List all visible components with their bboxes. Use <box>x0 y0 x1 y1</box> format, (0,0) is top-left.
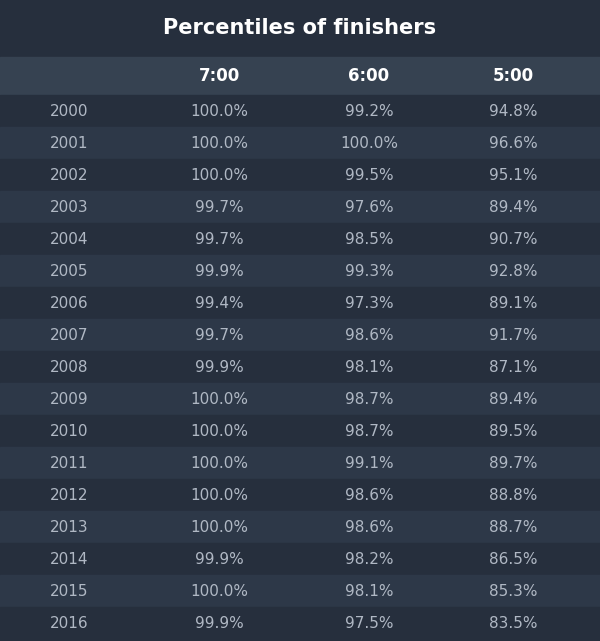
Text: 98.2%: 98.2% <box>345 551 393 567</box>
Text: 89.1%: 89.1% <box>489 296 537 310</box>
Bar <box>0 607 600 639</box>
Bar <box>0 159 600 191</box>
Text: 87.1%: 87.1% <box>489 360 537 374</box>
Text: 98.1%: 98.1% <box>345 360 393 374</box>
Text: 98.5%: 98.5% <box>345 231 393 247</box>
Text: 98.1%: 98.1% <box>345 583 393 599</box>
Text: 100.0%: 100.0% <box>190 103 248 119</box>
Text: 2010: 2010 <box>50 424 88 438</box>
Text: 99.5%: 99.5% <box>344 167 394 183</box>
Text: 2002: 2002 <box>50 167 88 183</box>
Text: 95.1%: 95.1% <box>489 167 537 183</box>
Text: 6:00: 6:00 <box>349 67 389 85</box>
Text: 2014: 2014 <box>50 551 88 567</box>
Bar <box>0 255 600 287</box>
Text: 99.7%: 99.7% <box>194 199 244 215</box>
Text: 98.7%: 98.7% <box>345 392 393 406</box>
Text: 86.5%: 86.5% <box>489 551 537 567</box>
Bar <box>0 415 600 447</box>
Text: 98.7%: 98.7% <box>345 424 393 438</box>
Text: 2012: 2012 <box>50 488 88 503</box>
Text: 88.7%: 88.7% <box>489 519 537 535</box>
Text: 90.7%: 90.7% <box>489 231 537 247</box>
Text: 91.7%: 91.7% <box>489 328 537 342</box>
Text: 99.1%: 99.1% <box>344 456 394 470</box>
Text: 100.0%: 100.0% <box>190 456 248 470</box>
Bar <box>0 575 600 607</box>
Text: 99.7%: 99.7% <box>194 328 244 342</box>
Text: 97.6%: 97.6% <box>344 199 394 215</box>
Bar <box>0 127 600 159</box>
Text: 97.3%: 97.3% <box>344 296 394 310</box>
Text: 2004: 2004 <box>50 231 88 247</box>
Bar <box>0 57 600 95</box>
Bar <box>0 479 600 511</box>
Text: 2016: 2016 <box>50 615 88 631</box>
Text: 2009: 2009 <box>50 392 88 406</box>
Text: 100.0%: 100.0% <box>190 488 248 503</box>
Text: 2003: 2003 <box>50 199 88 215</box>
Bar <box>0 191 600 223</box>
Text: 2008: 2008 <box>50 360 88 374</box>
Text: 89.4%: 89.4% <box>489 392 537 406</box>
Text: 100.0%: 100.0% <box>340 135 398 151</box>
Text: Percentiles of finishers: Percentiles of finishers <box>163 18 437 38</box>
Text: 99.7%: 99.7% <box>194 231 244 247</box>
Text: 100.0%: 100.0% <box>190 519 248 535</box>
Text: 100.0%: 100.0% <box>190 583 248 599</box>
Text: 99.3%: 99.3% <box>344 263 394 278</box>
Bar <box>0 95 600 127</box>
Text: 2005: 2005 <box>50 263 88 278</box>
Bar <box>0 511 600 543</box>
Bar <box>0 223 600 255</box>
Text: 2001: 2001 <box>50 135 88 151</box>
Text: 88.8%: 88.8% <box>489 488 537 503</box>
Text: 100.0%: 100.0% <box>190 392 248 406</box>
Text: 98.6%: 98.6% <box>344 519 394 535</box>
Text: 99.9%: 99.9% <box>194 615 244 631</box>
Bar <box>0 287 600 319</box>
Text: 94.8%: 94.8% <box>489 103 537 119</box>
Text: 100.0%: 100.0% <box>190 167 248 183</box>
Bar <box>0 543 600 575</box>
Text: 100.0%: 100.0% <box>190 135 248 151</box>
Text: 89.4%: 89.4% <box>489 199 537 215</box>
Text: 98.6%: 98.6% <box>344 328 394 342</box>
Text: 89.5%: 89.5% <box>489 424 537 438</box>
Text: 99.9%: 99.9% <box>194 551 244 567</box>
Text: 7:00: 7:00 <box>199 67 239 85</box>
Text: 2000: 2000 <box>50 103 88 119</box>
Text: 99.4%: 99.4% <box>194 296 244 310</box>
Bar <box>0 0 600 57</box>
Text: 100.0%: 100.0% <box>190 424 248 438</box>
Text: 2011: 2011 <box>50 456 88 470</box>
Text: 96.6%: 96.6% <box>488 135 538 151</box>
Text: 2015: 2015 <box>50 583 88 599</box>
Text: 99.9%: 99.9% <box>194 263 244 278</box>
Text: 2006: 2006 <box>50 296 88 310</box>
Bar <box>0 319 600 351</box>
Text: 99.2%: 99.2% <box>344 103 394 119</box>
Text: 83.5%: 83.5% <box>489 615 537 631</box>
Bar <box>0 447 600 479</box>
Text: 98.6%: 98.6% <box>344 488 394 503</box>
Text: 97.5%: 97.5% <box>345 615 393 631</box>
Text: 85.3%: 85.3% <box>489 583 537 599</box>
Bar <box>0 383 600 415</box>
Text: 2013: 2013 <box>50 519 88 535</box>
Text: 99.9%: 99.9% <box>194 360 244 374</box>
Text: 5:00: 5:00 <box>493 67 533 85</box>
Text: 2007: 2007 <box>50 328 88 342</box>
Text: 92.8%: 92.8% <box>489 263 537 278</box>
Text: 89.7%: 89.7% <box>489 456 537 470</box>
Bar <box>0 351 600 383</box>
